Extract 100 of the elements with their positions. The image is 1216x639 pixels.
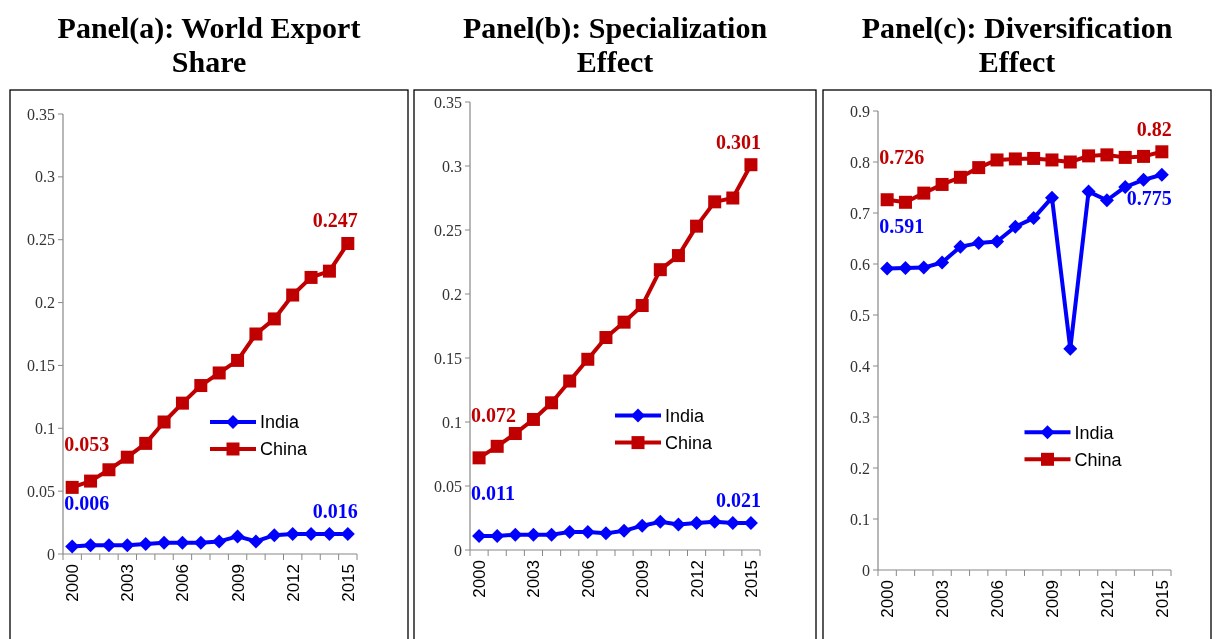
- point: [690, 219, 704, 233]
- chart-title: Panel(c): Diversification Effect: [861, 11, 1173, 78]
- y-tick-label: 0.35: [27, 105, 55, 123]
- point: [230, 529, 245, 544]
- point: [1008, 219, 1023, 234]
- point: [671, 249, 685, 263]
- point: [617, 523, 632, 538]
- point: [139, 436, 153, 450]
- data-label: 0.301: [715, 130, 761, 153]
- point: [526, 412, 540, 426]
- data-label: 0.006: [64, 492, 110, 515]
- point: [725, 516, 740, 531]
- point: [322, 264, 336, 278]
- point: [562, 525, 577, 540]
- point: [1154, 167, 1169, 182]
- y-tick-label: 0.2: [35, 294, 55, 312]
- point: [898, 261, 913, 276]
- x-tick-label: 2015: [1152, 580, 1172, 618]
- data-label: 0.021: [715, 489, 761, 512]
- x-tick-label: 2003: [118, 564, 138, 602]
- point: [953, 239, 968, 254]
- y-tick-label: 0.05: [27, 482, 55, 500]
- point: [157, 535, 172, 550]
- y-tick-label: 0.35: [434, 93, 462, 111]
- y-tick-label: 0.25: [27, 231, 55, 249]
- point: [1063, 155, 1077, 169]
- y-tick-label: 0.05: [434, 477, 462, 495]
- point: [563, 374, 577, 388]
- point: [953, 170, 967, 184]
- point: [508, 427, 522, 441]
- data-label: 0.247: [312, 209, 358, 232]
- data-label: 0.775: [1126, 186, 1172, 209]
- y-tick-label: 0.6: [850, 255, 870, 273]
- point: [880, 193, 894, 207]
- x-tick-label: 2006: [987, 580, 1007, 618]
- data-label: 0.053: [64, 433, 110, 456]
- point: [83, 538, 98, 553]
- y-tick-label: 0.9: [850, 102, 870, 120]
- x-tick-label: 2006: [578, 560, 598, 598]
- point: [212, 366, 226, 380]
- data-label: 0.072: [471, 403, 517, 426]
- point: [708, 195, 722, 209]
- point: [1044, 190, 1059, 205]
- point: [193, 535, 208, 550]
- y-tick-label: 0.4: [850, 357, 870, 375]
- point: [65, 480, 79, 494]
- legend-label: China: [665, 432, 714, 453]
- point: [544, 527, 559, 542]
- x-tick-label: 2012: [1097, 580, 1117, 618]
- point: [581, 352, 595, 366]
- point: [635, 518, 650, 533]
- y-tick-label: 0.25: [434, 221, 462, 239]
- y-tick-label: 0.2: [442, 285, 462, 303]
- point: [1008, 152, 1022, 166]
- point: [935, 255, 950, 270]
- y-tick-label: 0.3: [442, 157, 462, 175]
- data-label: 0.016: [312, 499, 358, 522]
- point: [472, 451, 486, 465]
- y-tick-label: 0.8: [850, 153, 870, 171]
- data-label: 0.726: [879, 145, 925, 168]
- point: [120, 450, 134, 464]
- y-tick-label: 0.3: [850, 408, 870, 426]
- point: [490, 528, 505, 543]
- point: [508, 527, 523, 542]
- point: [598, 526, 613, 541]
- point: [101, 538, 116, 553]
- y-tick-label: 0.15: [434, 349, 462, 367]
- point: [916, 260, 931, 275]
- legend-label: India: [1074, 422, 1115, 443]
- point: [917, 186, 931, 200]
- point: [285, 526, 300, 541]
- x-tick-label: 2000: [878, 580, 898, 618]
- point: [653, 514, 668, 529]
- point: [635, 299, 649, 313]
- point: [526, 527, 541, 542]
- data-label: 0.82: [1136, 117, 1172, 140]
- point: [120, 538, 135, 553]
- x-tick-label: 2015: [338, 564, 358, 602]
- y-tick-label: 0.5: [850, 306, 870, 324]
- point: [880, 261, 895, 276]
- point: [1100, 148, 1114, 162]
- y-tick-label: 0.1: [442, 413, 462, 431]
- y-tick-label: 0.3: [35, 168, 55, 186]
- data-label: 0.011: [471, 481, 515, 504]
- x-tick-label: 2003: [524, 560, 544, 598]
- point: [84, 474, 98, 488]
- point: [175, 396, 189, 410]
- point: [971, 236, 986, 251]
- point: [341, 236, 355, 250]
- point: [545, 396, 559, 410]
- point: [1155, 145, 1169, 159]
- y-tick-label: 0.1: [35, 419, 55, 437]
- legend-label: China: [1074, 449, 1123, 470]
- point: [1027, 151, 1041, 165]
- point: [304, 270, 318, 284]
- y-tick-label: 0: [862, 561, 870, 579]
- point: [1099, 193, 1114, 208]
- x-tick-label: 2000: [63, 564, 83, 602]
- chart-title: Panel(a): World Export Share: [57, 11, 361, 78]
- point: [898, 195, 912, 209]
